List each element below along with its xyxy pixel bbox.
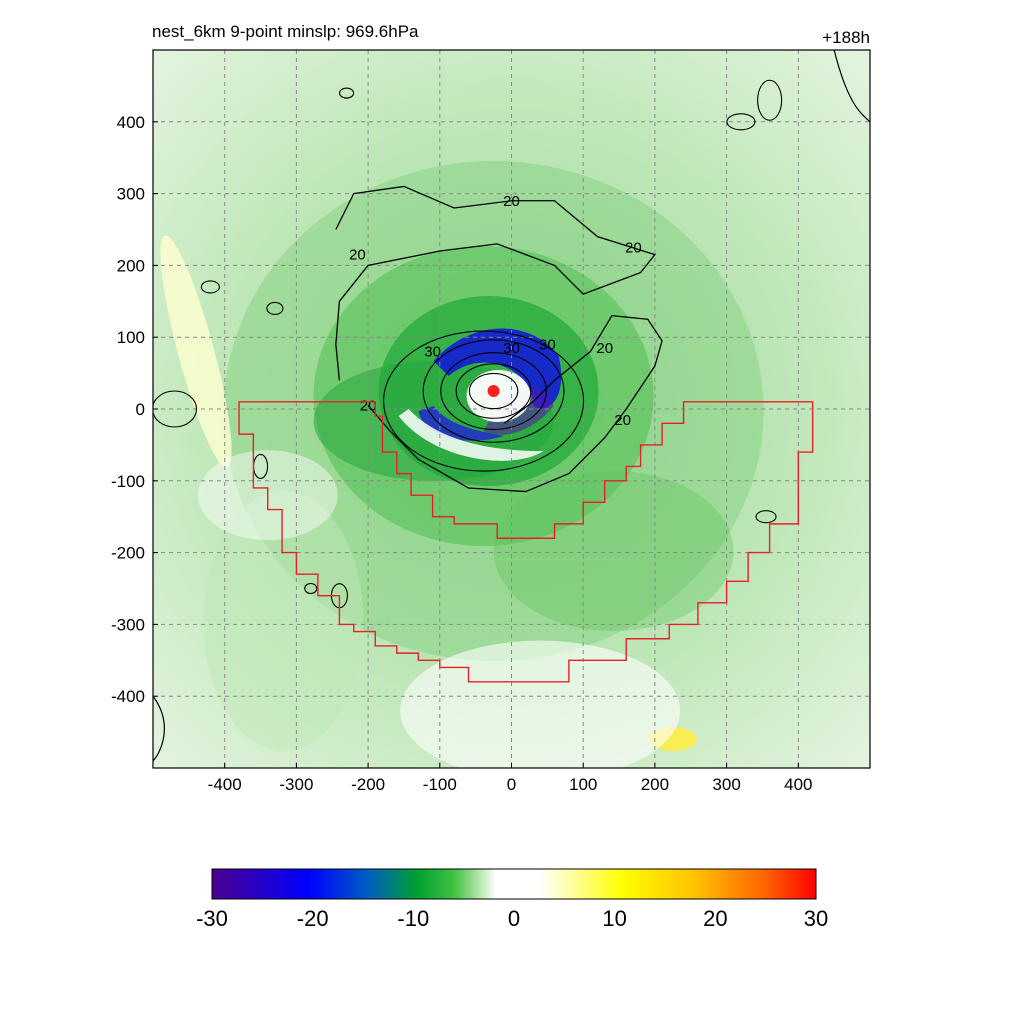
- contour-20-south: [367, 314, 663, 493]
- colorbar-label: -30: [196, 906, 228, 931]
- contour-small: [757, 79, 783, 121]
- colorbar-label: 20: [703, 906, 727, 931]
- contour-label: 20: [360, 397, 377, 414]
- contour-small: [266, 301, 284, 316]
- colorbar-label: 10: [602, 906, 626, 931]
- contour-20-north: [335, 185, 657, 381]
- red-region-outline: [238, 401, 814, 683]
- forecast-hour: +188h: [822, 28, 870, 47]
- x-axis: -400 -300 -200 -100 0 100 200 300 400: [208, 763, 812, 794]
- contour-label: 30: [424, 344, 441, 361]
- colorbar-labels: -30 -20 -10 0 10 20 30: [196, 906, 828, 931]
- contour-label: 20: [596, 340, 613, 357]
- x-tick-label: -400: [208, 775, 242, 794]
- y-tick-label: 300: [117, 185, 145, 204]
- y-tick-label: 0: [136, 400, 145, 419]
- x-tick-label: 200: [641, 775, 669, 794]
- colorbar-steps: [212, 869, 816, 899]
- field-blob: [203, 491, 364, 752]
- contour-ring: [422, 339, 565, 443]
- contour-label: 20: [503, 193, 520, 210]
- contour-small: [755, 510, 777, 524]
- contour-ring: [468, 372, 519, 410]
- contour-ring: [455, 363, 532, 419]
- contour-small: [200, 280, 220, 294]
- contour-label: 20: [349, 247, 366, 264]
- x-tick-label: 100: [569, 775, 597, 794]
- contour-label: 20: [625, 239, 642, 256]
- field-yellow-west: [160, 235, 232, 468]
- field-white-south: [400, 640, 681, 768]
- colorbar-frame: [211, 868, 817, 900]
- contour-ring: [440, 352, 547, 430]
- contour-small: [153, 390, 198, 428]
- chart-title: nest_6km 9-point minslp: 969.6hPa: [152, 22, 419, 41]
- colorbar-label: 30: [804, 906, 828, 931]
- contour-small: [339, 87, 355, 99]
- contour-label: 30: [539, 336, 556, 353]
- y-tick-label: -300: [111, 615, 145, 634]
- x-tick-label: -100: [423, 775, 457, 794]
- y-axis: 400 300 200 100 0 -100 -200 -300 -400: [111, 113, 158, 706]
- contour-edge: [153, 695, 165, 762]
- x-tick-label: -300: [279, 775, 313, 794]
- contour-label: 20: [614, 412, 631, 429]
- contour-plot: 20 20 20 20 20 20 30 30 30 -400 -300 -200 -100 0 100 2…: [111, 49, 871, 794]
- storm-center-dot: [487, 385, 500, 398]
- x-tick-label: 400: [784, 775, 812, 794]
- contour-lines: [153, 50, 870, 762]
- y-tick-label: -400: [111, 687, 145, 706]
- field-blob: [493, 471, 734, 632]
- field-white-band: [398, 409, 544, 461]
- colorbar-label: -10: [397, 906, 429, 931]
- field-eye: [466, 370, 531, 423]
- x-tick-label: -200: [351, 775, 385, 794]
- colorbar-label: -20: [297, 906, 329, 931]
- y-tick-label: 400: [117, 113, 145, 132]
- contour-small: [304, 582, 318, 595]
- contour-small: [726, 113, 756, 131]
- y-tick-label: 100: [117, 328, 145, 347]
- shaded-field: [153, 50, 870, 768]
- colorbar-label: 0: [508, 906, 520, 931]
- contour-edge: [833, 50, 870, 123]
- contour-30: [383, 330, 585, 472]
- x-tick-label: 0: [507, 775, 516, 794]
- x-tick-label: 300: [712, 775, 740, 794]
- contour-label: 30: [503, 340, 520, 357]
- storm-center: [487, 385, 500, 398]
- y-tick-label: -200: [111, 544, 145, 563]
- y-tick-label: -100: [111, 472, 145, 491]
- colorbar-fill: [212, 869, 816, 899]
- region-boundary: [238, 401, 814, 683]
- y-tick-label: 200: [117, 256, 145, 275]
